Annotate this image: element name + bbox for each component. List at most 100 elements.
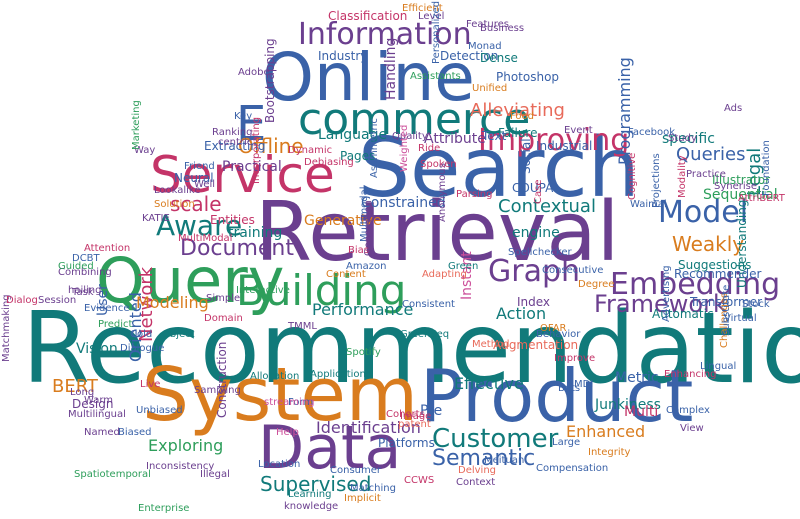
word-vision: Vision	[76, 341, 118, 357]
word-spotify: Spotify	[346, 347, 381, 358]
word-metric: Metric	[615, 370, 659, 386]
word-information: Information	[298, 17, 472, 52]
word-retrieval: Retrieval	[255, 185, 620, 280]
word-design: Design	[72, 397, 114, 411]
word-substitute: Substitute	[721, 284, 732, 336]
word-weakly: Weakly	[672, 232, 745, 256]
word-service: Service	[150, 146, 335, 204]
word-adobe: Adobe	[238, 67, 270, 78]
word-behavior: Behavior	[536, 329, 581, 340]
word-index: Index	[517, 295, 551, 309]
word-cohorts: Cohorts	[386, 409, 425, 420]
word-practical: Practical	[222, 159, 282, 175]
word-action: Action	[496, 304, 547, 323]
word-dcbt: DCBT	[72, 253, 100, 264]
word-key: Key	[234, 111, 253, 122]
word-virtual: Virtual	[724, 313, 757, 324]
word-advertising: Advertising	[661, 265, 672, 322]
word-platforms: Platforms	[378, 436, 435, 450]
word-event: Event	[564, 125, 593, 136]
word-large: Large	[552, 437, 581, 448]
word-bias: Bias	[348, 245, 369, 256]
word-image: Image	[400, 411, 432, 422]
word-automatic: Automatic	[652, 307, 714, 321]
word-handling: Handling	[383, 37, 399, 100]
word-domain: Domain	[204, 313, 243, 324]
word-friend: Friend	[184, 161, 215, 172]
word-consumer: Consumer	[330, 465, 381, 476]
word-case: Case	[533, 179, 544, 204]
word-ofar: OFAR	[540, 323, 567, 334]
word-language: Language	[318, 127, 388, 143]
word-spoken: Spoken	[420, 159, 457, 170]
word-alleviating: Alleviating	[470, 100, 565, 121]
word-learning: Learning	[288, 489, 332, 500]
word-help: Help	[276, 427, 299, 438]
word-pre: Pre	[420, 403, 443, 419]
word-graph: Graph	[488, 254, 581, 289]
word-dynamic: Dynamic	[288, 145, 333, 156]
word-katie: KATIE	[142, 213, 170, 224]
word-neural: Neural	[174, 171, 214, 185]
word-bootstrapping: Bootstrapping	[263, 38, 277, 123]
word-embedding: Embedding	[610, 267, 781, 302]
word-guided: Guided	[58, 261, 94, 272]
word-text: Text	[482, 129, 507, 143]
word-degree: Degree	[578, 279, 615, 290]
word-business: Business	[480, 23, 525, 34]
word-programming: Programming	[615, 57, 634, 165]
word-consecutive: Consecutive	[542, 265, 604, 276]
word-way: Way	[134, 145, 156, 156]
word-efficient: Efficient	[402, 3, 443, 14]
word-hailing: hailing	[68, 285, 102, 296]
word-pages: Pages	[340, 149, 376, 163]
word-query: Query	[96, 244, 285, 317]
word-augmentation: Augmentation	[493, 338, 579, 352]
word-attention: Attention	[84, 243, 131, 254]
word-facebook: Facebook	[628, 127, 675, 138]
word-content: Content	[326, 269, 366, 280]
word-biased: Biased	[118, 427, 152, 438]
word-entities: Entities	[210, 213, 255, 227]
word-session: Session	[38, 295, 77, 306]
word-marketing: Marketing	[131, 100, 142, 150]
word-stock: Stock	[742, 299, 770, 310]
word-modeling: Modeling	[136, 293, 209, 312]
word-scale: scale	[170, 192, 222, 216]
word-study: Study	[668, 133, 697, 144]
word-unbiased: Unbiased	[136, 405, 183, 416]
word-projections: Projections	[651, 153, 662, 208]
word-commerce: commerce	[298, 94, 531, 145]
word-asymmetric: Asymmetric	[369, 118, 380, 178]
word-streaming: streaming	[264, 397, 315, 408]
word-waimai: Waimai	[630, 199, 667, 210]
word-mdi: MDI	[574, 379, 594, 390]
word-warm: Warm	[84, 395, 114, 406]
word-lookalike: Lookalike	[154, 185, 201, 196]
word-industry: Industry	[318, 49, 368, 63]
word-semantic: Semantic	[432, 446, 536, 471]
word-implicit: Implicit	[344, 493, 381, 504]
word-compensation: Compensation	[536, 463, 609, 474]
word-form: Form	[288, 397, 314, 408]
word-classification: Classification	[328, 9, 408, 23]
word-modality: Modality	[677, 155, 688, 198]
word-improve: Improve	[554, 353, 596, 364]
word-named: Named	[84, 427, 120, 438]
word-specific: specific	[662, 131, 715, 147]
word-ranking: Ranking	[212, 127, 253, 138]
word-weighted: Weighted	[399, 124, 410, 172]
word-junkiness: Junkiness	[595, 397, 661, 413]
word-adapting: Adapting	[422, 269, 467, 280]
word-spatiotemporal: Spatiotemporal	[74, 469, 151, 480]
word-dialogue: Dialogue	[120, 343, 165, 354]
word-document: Document	[180, 236, 294, 261]
word-system: System	[142, 352, 418, 438]
word-dense: Dense	[480, 51, 518, 65]
word-features: Features	[466, 19, 509, 30]
word-suggestions: Suggestions	[678, 258, 752, 272]
word-assistants: Assistants	[410, 71, 461, 82]
word-illegal: Illegal	[200, 469, 230, 480]
word-ride: Ride	[418, 143, 441, 154]
word-delving: Delving	[458, 465, 497, 476]
